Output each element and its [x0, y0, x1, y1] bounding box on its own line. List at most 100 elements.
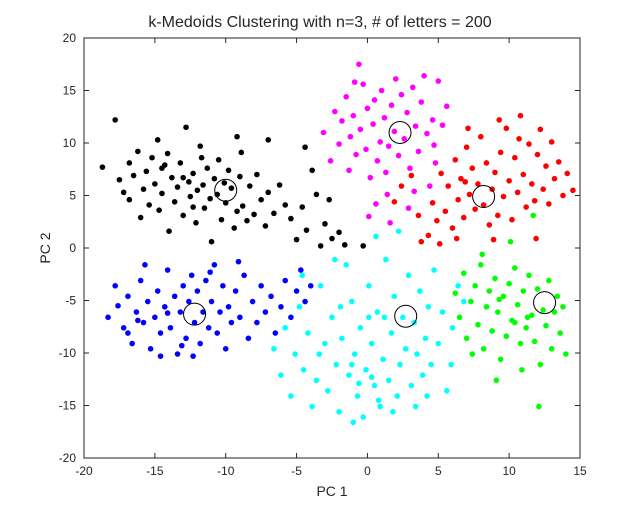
data-point	[497, 356, 504, 363]
data-point	[271, 210, 277, 217]
data-point	[347, 133, 354, 140]
y-tick-label: 15	[63, 84, 77, 98]
data-point	[363, 146, 369, 153]
data-point	[129, 340, 135, 347]
data-point	[388, 102, 395, 108]
data-point	[460, 214, 467, 221]
data-point	[377, 139, 383, 145]
data-point	[174, 351, 181, 357]
data-point	[520, 171, 527, 178]
data-point	[322, 221, 328, 227]
data-point	[296, 304, 303, 310]
data-point	[506, 178, 512, 184]
data-point	[434, 217, 440, 224]
x-tick-label: 5	[435, 464, 442, 478]
data-point	[439, 309, 446, 315]
data-point	[514, 189, 521, 196]
data-point	[381, 314, 388, 321]
data-point	[374, 158, 381, 164]
y-tick-label: -15	[59, 399, 77, 413]
data-point	[350, 419, 357, 426]
data-point	[218, 216, 225, 223]
data-point	[231, 225, 238, 231]
data-point	[411, 188, 417, 195]
data-point	[429, 200, 436, 206]
data-point	[320, 129, 327, 136]
data-point	[115, 302, 121, 309]
data-point	[570, 187, 576, 194]
data-point	[235, 258, 242, 265]
data-point	[529, 312, 535, 319]
data-point	[377, 403, 383, 410]
data-point	[194, 288, 201, 294]
data-point	[130, 172, 137, 179]
data-point	[200, 309, 206, 315]
data-point	[387, 220, 393, 226]
plot-frame	[83, 37, 581, 459]
data-point	[503, 333, 510, 340]
data-point	[207, 195, 213, 202]
data-point	[452, 157, 459, 163]
data-point	[408, 382, 415, 389]
data-point	[384, 191, 391, 198]
data-point	[157, 330, 164, 336]
data-point	[254, 171, 260, 178]
data-point	[483, 304, 490, 310]
data-point	[431, 267, 437, 273]
data-point	[112, 283, 118, 289]
data-point	[146, 202, 152, 208]
data-point	[363, 367, 369, 373]
data-point	[368, 340, 375, 347]
data-point	[276, 182, 283, 188]
data-point	[329, 314, 335, 321]
medoid-marker	[472, 185, 496, 209]
data-point	[560, 304, 566, 310]
data-point	[509, 216, 515, 223]
data-point	[519, 367, 525, 373]
data-point	[238, 149, 245, 156]
data-point	[313, 377, 320, 384]
data-point	[198, 154, 205, 161]
data-point	[197, 340, 204, 347]
data-point	[414, 351, 420, 357]
data-point	[329, 235, 335, 242]
data-point	[324, 388, 331, 394]
data-point	[137, 277, 144, 284]
data-point	[530, 212, 537, 219]
axis-ticks: -20 -15 -10 -5 0 5 10 15 -20 -15 -10 -5 0 5 10 15 20	[59, 31, 587, 478]
data-point	[254, 319, 260, 326]
data-point	[120, 325, 127, 331]
data-point	[152, 314, 158, 321]
data-point	[366, 283, 372, 289]
data-point	[317, 283, 324, 289]
data-point	[443, 388, 450, 394]
data-point	[412, 403, 419, 410]
data-point	[419, 372, 426, 378]
x-tick-label: 10	[502, 464, 516, 478]
data-point	[180, 283, 186, 289]
data-point	[143, 168, 150, 175]
data-point	[455, 283, 461, 289]
data-point	[417, 288, 423, 294]
data-point	[531, 197, 538, 204]
data-point	[543, 163, 549, 169]
data-point	[557, 330, 563, 336]
data-point	[190, 353, 196, 359]
data-point	[452, 290, 459, 296]
data-point	[462, 179, 469, 185]
data-point	[425, 304, 432, 310]
data-point	[424, 130, 430, 137]
x-tick-label: -20	[75, 464, 93, 478]
data-point	[364, 105, 371, 112]
data-point	[177, 160, 184, 166]
data-point	[193, 220, 199, 226]
data-point	[341, 242, 348, 248]
data-point	[478, 133, 484, 140]
data-point	[190, 204, 196, 210]
data-point	[360, 243, 366, 249]
data-point	[167, 325, 174, 331]
data-point	[137, 214, 144, 221]
data-point	[293, 236, 300, 243]
data-point	[299, 272, 306, 279]
data-point	[483, 160, 490, 166]
